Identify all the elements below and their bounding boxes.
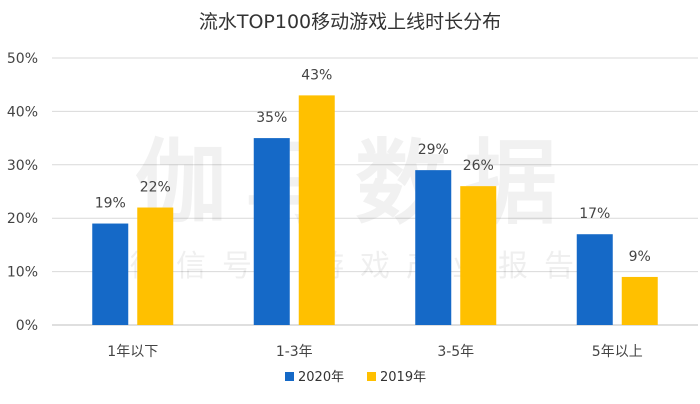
bars xyxy=(92,95,658,325)
y-tick-label: 0% xyxy=(16,318,38,334)
watermark-sub: 微信号：游戏产业报告 xyxy=(130,249,590,284)
x-tick-label: 5年以上 xyxy=(592,344,643,360)
legend-swatch xyxy=(285,372,294,381)
data-label: 9% xyxy=(629,249,651,265)
bar xyxy=(415,170,452,325)
y-tick-label: 30% xyxy=(7,158,38,174)
legend-swatch xyxy=(367,372,376,381)
data-label: 19% xyxy=(95,196,126,212)
data-label: 43% xyxy=(301,67,332,83)
bar xyxy=(576,234,613,325)
bar xyxy=(137,207,174,325)
data-labels: 19% 22% 35% 43% 29% 26% 17% 9% xyxy=(95,67,651,265)
chart-title: 流水TOP100移动游戏上线时长分布 xyxy=(199,11,501,33)
y-tick-label: 20% xyxy=(7,211,38,227)
x-axis: 1年以下 1-3年 3-5年 5年以上 xyxy=(107,344,642,360)
x-tick-label: 1-3年 xyxy=(276,344,313,360)
data-label: 22% xyxy=(140,180,171,196)
legend-label: 2020年 xyxy=(298,370,344,385)
data-label: 29% xyxy=(418,142,449,158)
watermark-main: 伽马数据 xyxy=(135,130,575,237)
data-label: 26% xyxy=(463,158,494,174)
data-label: 17% xyxy=(579,206,610,222)
legend-label: 2019年 xyxy=(380,370,426,385)
y-axis: 0% 10% 20% 30% 40% 50% xyxy=(7,51,698,334)
legend: 2020年 2019年 xyxy=(285,370,426,385)
data-label: 35% xyxy=(256,110,287,126)
x-tick-label: 3-5年 xyxy=(437,344,474,360)
bar xyxy=(621,276,658,325)
bar xyxy=(460,186,497,325)
bar xyxy=(92,223,129,325)
watermark: 伽马数据 微信号：游戏产业报告 xyxy=(130,130,590,284)
bar xyxy=(253,138,290,325)
y-tick-label: 10% xyxy=(7,265,38,281)
x-tick-label: 1年以下 xyxy=(107,344,158,360)
y-tick-label: 40% xyxy=(7,104,38,120)
y-tick-label: 50% xyxy=(7,51,38,67)
bar xyxy=(298,95,335,325)
